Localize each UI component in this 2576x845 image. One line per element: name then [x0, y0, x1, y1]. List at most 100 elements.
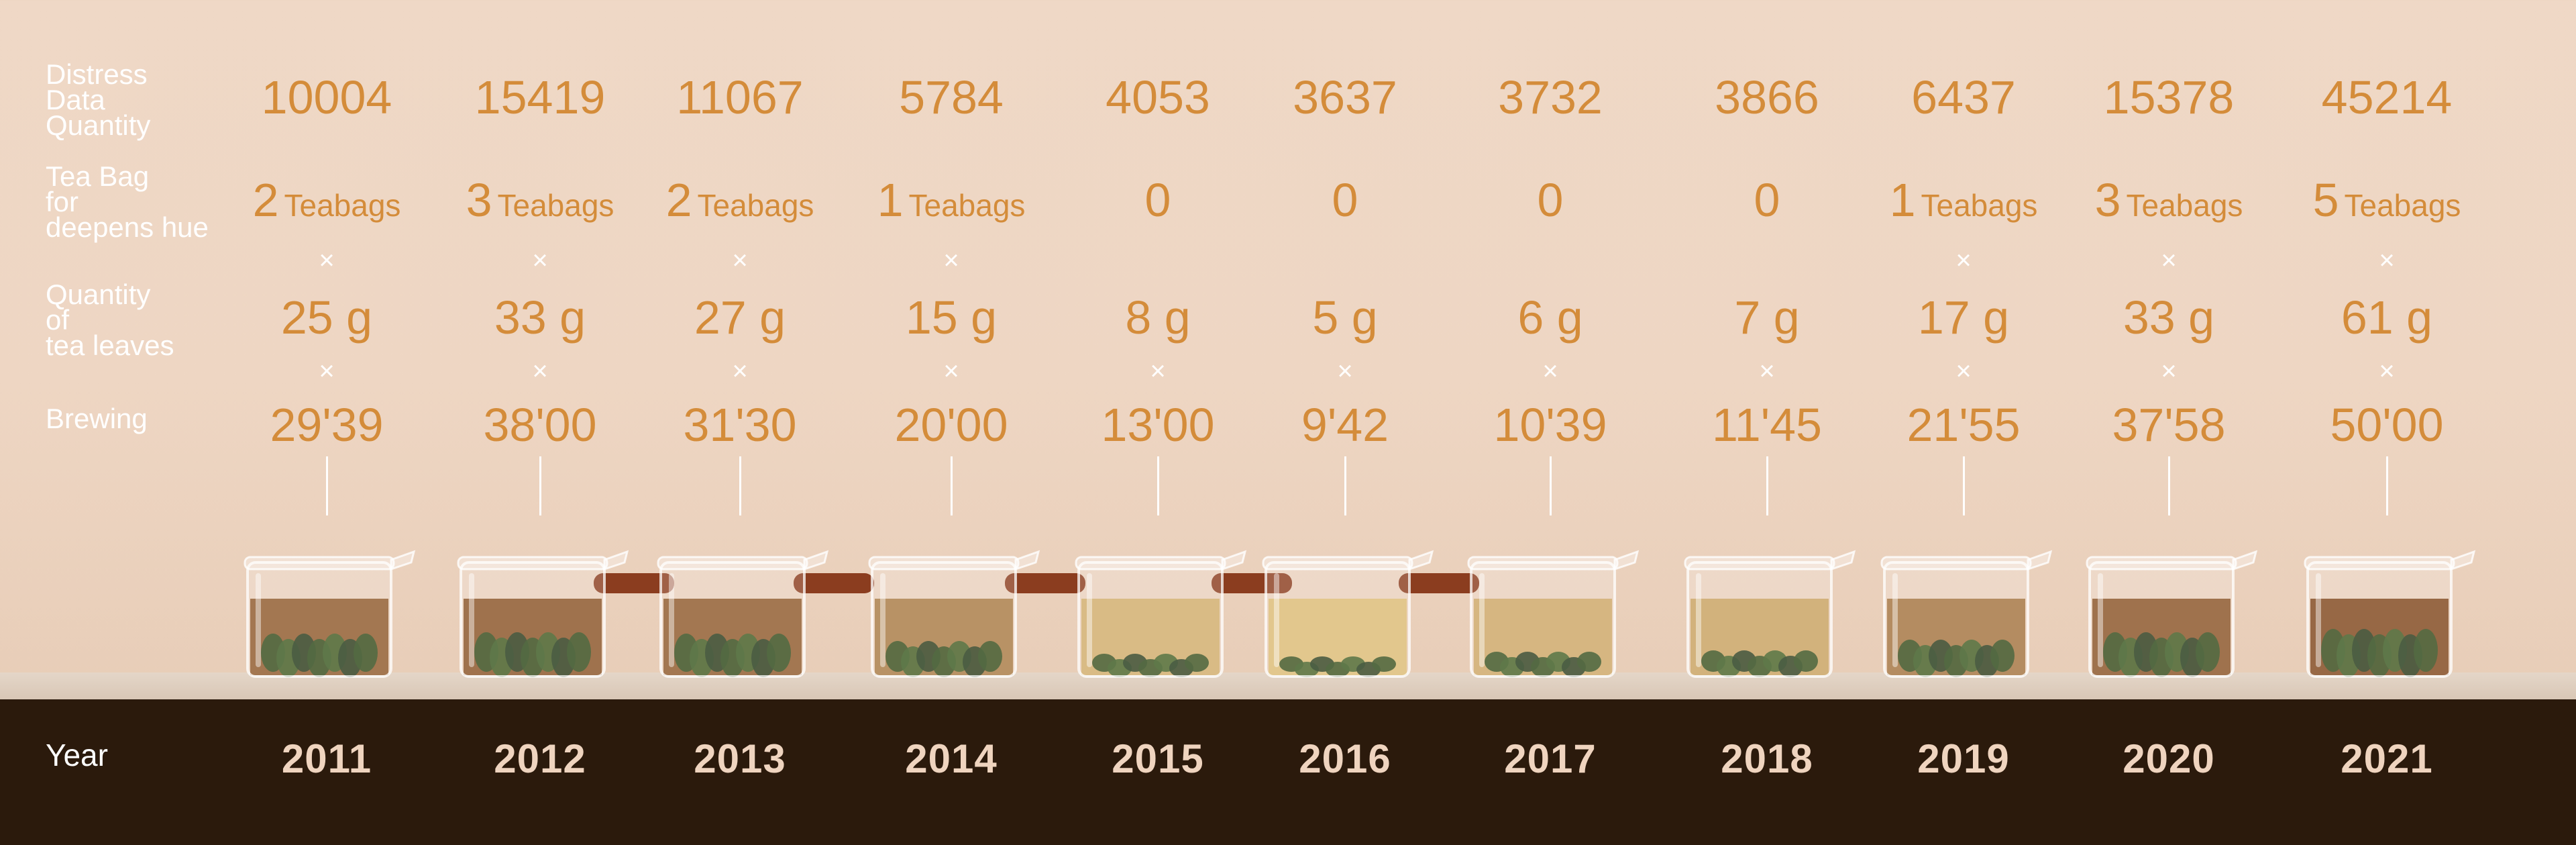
- connector-line: [1157, 456, 1159, 515]
- brewing-value: 13'00: [1101, 399, 1215, 451]
- times-symbol: ×: [1542, 356, 1558, 386]
- times-symbol: ×: [2379, 356, 2395, 386]
- teabag-value: 2 Teabags: [666, 177, 814, 229]
- connector-line: [951, 456, 953, 515]
- connector-line: [2168, 456, 2170, 515]
- teabag-value: 1 Teabags: [877, 177, 1026, 229]
- times-symbol: ×: [1759, 356, 1775, 386]
- distress-value: 15419: [474, 71, 606, 123]
- tea-jar: [2086, 550, 2258, 678]
- brewing-value: 38'00: [483, 399, 597, 451]
- leaves-value: 6 g: [1517, 291, 1583, 344]
- connector-line: [739, 456, 741, 515]
- teabag-unit: Teabags: [697, 188, 814, 223]
- teabag-count: 0: [1537, 174, 1564, 226]
- teabag-count: 5: [2312, 174, 2339, 226]
- brewing-value: 50'00: [2330, 399, 2444, 451]
- leaves-value: 33 g: [2123, 291, 2215, 344]
- teabag-value: 3 Teabags: [2095, 177, 2243, 229]
- tea-jar: [1467, 550, 1640, 678]
- brewing-value: 37'58: [2112, 399, 2226, 451]
- tea-jar: [1880, 550, 2053, 678]
- teabag-count: 2: [252, 174, 279, 226]
- year-value: 2019: [1917, 736, 2010, 781]
- distress-value: 45214: [2321, 71, 2453, 123]
- year-value: 2021: [2341, 736, 2433, 781]
- brewing-value: 31'30: [683, 399, 797, 451]
- tea-jar: [244, 550, 416, 678]
- tea-jar: [457, 550, 674, 678]
- brewing-value: 11'45: [1712, 399, 1822, 451]
- leaves-value: 7 g: [1734, 291, 1800, 344]
- connector-line: [1766, 456, 1768, 515]
- teabag-count: 3: [2094, 174, 2121, 226]
- teabag-value: 3 Teabags: [466, 177, 614, 229]
- times-symbol: ×: [943, 246, 959, 275]
- distress-value: 4053: [1106, 71, 1210, 123]
- connector-line: [1963, 456, 1965, 515]
- year-value: 2011: [281, 736, 372, 781]
- teabag-value: 5 Teabags: [2313, 177, 2461, 229]
- teabag-count: 2: [665, 174, 692, 226]
- times-symbol: ×: [2161, 356, 2177, 386]
- times-symbol: ×: [732, 246, 748, 275]
- times-symbol: ×: [319, 356, 335, 386]
- distress-value: 3732: [1498, 71, 1603, 123]
- distress-value: 5784: [899, 71, 1004, 123]
- connector-line: [2386, 456, 2388, 515]
- leaves-value: 8 g: [1125, 291, 1191, 344]
- connector-line: [1344, 456, 1346, 515]
- leaves-value: 33 g: [494, 291, 586, 344]
- brewing-value: 10'39: [1493, 399, 1607, 451]
- year-band: [0, 699, 2576, 845]
- times-symbol: ×: [1337, 356, 1353, 386]
- tea-jar: [2304, 550, 2476, 678]
- teabag-count: 1: [1889, 174, 1916, 226]
- times-symbol: ×: [1955, 246, 1972, 275]
- year-value: 2017: [1504, 736, 1597, 781]
- teabag-unit: Teabags: [284, 188, 401, 223]
- tea-jar: [1075, 550, 1292, 678]
- times-symbol: ×: [1955, 356, 1972, 386]
- brewing-value: 29'39: [270, 399, 384, 451]
- teabag-count: 0: [1144, 174, 1171, 226]
- leaves-label: Quantity of tea leaves: [46, 279, 174, 361]
- teabag-unit: Teabags: [497, 188, 614, 223]
- leaves-value: 27 g: [694, 291, 786, 344]
- teabag-value: 0: [1538, 177, 1564, 223]
- year-value: 2013: [694, 736, 786, 781]
- year-value: 2014: [905, 736, 998, 781]
- teabag-count: 3: [466, 174, 492, 226]
- teabag-count: 0: [1332, 174, 1358, 226]
- teabag-count: 0: [1754, 174, 1780, 226]
- brewing-value: 21'55: [1907, 399, 2021, 451]
- teabag-value: 2 Teabags: [253, 177, 401, 229]
- teabag-value: 1 Teabags: [1890, 177, 2038, 229]
- teabag-count: 1: [877, 174, 904, 226]
- year-value: 2020: [2123, 736, 2215, 781]
- times-symbol: ×: [319, 246, 335, 275]
- teabag-unit: Teabags: [1921, 188, 2038, 223]
- teabag-unit: Teabags: [908, 188, 1026, 223]
- teabag-value: 0: [1754, 177, 1780, 223]
- tea-jar: [1262, 550, 1479, 678]
- year-value: 2012: [494, 736, 586, 781]
- leaves-value: 5 g: [1312, 291, 1378, 344]
- connector-line: [1550, 456, 1552, 515]
- brewing-value: 9'42: [1301, 399, 1389, 451]
- times-symbol: ×: [2161, 246, 2177, 275]
- times-symbol: ×: [1150, 356, 1166, 386]
- connector-line: [326, 456, 328, 515]
- times-symbol: ×: [732, 356, 748, 386]
- distress-value: 3866: [1715, 71, 1819, 123]
- brewing-label: Brewing: [46, 403, 148, 434]
- leaves-value: 15 g: [905, 291, 998, 344]
- teabag-unit: Teabags: [2344, 188, 2461, 223]
- times-symbol: ×: [532, 246, 548, 275]
- times-symbol: ×: [532, 356, 548, 386]
- distress-value: 10004: [261, 71, 392, 123]
- brewing-value: 20'00: [894, 399, 1008, 451]
- teabag-value: 0: [1332, 177, 1358, 223]
- year-label: Year: [46, 738, 108, 773]
